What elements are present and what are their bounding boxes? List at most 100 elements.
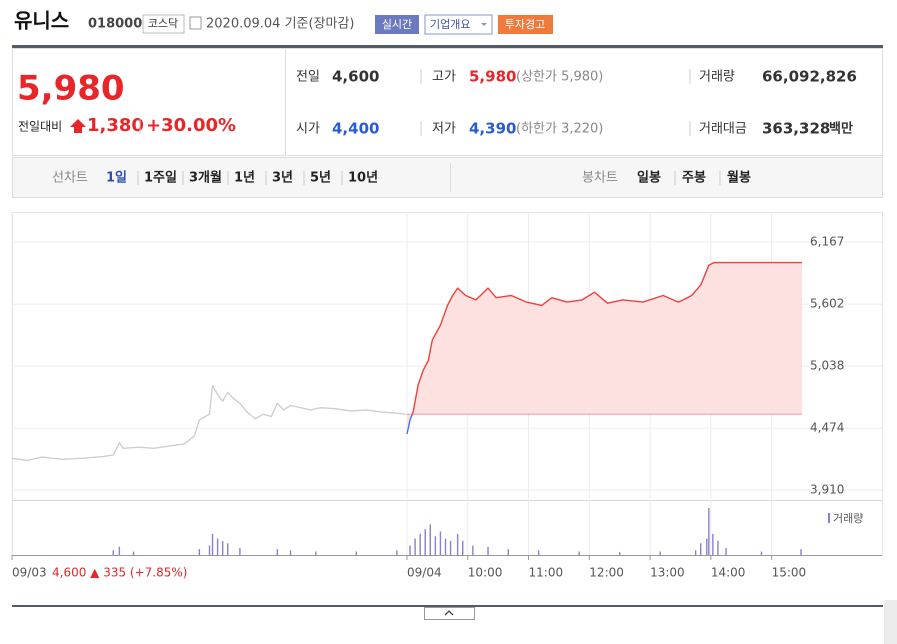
volume-bar <box>216 538 219 555</box>
volume-bar <box>315 551 317 555</box>
company-info[interactable]: 기업개요 <box>430 18 470 31</box>
volume-bar <box>537 550 540 555</box>
change-rate: +30.00% <box>146 115 236 136</box>
volume-bar <box>694 550 697 555</box>
change: 1,380 <box>87 115 144 136</box>
price: 5,980 <box>17 69 125 109</box>
volume-bar <box>355 551 358 555</box>
volume-bar <box>409 545 411 555</box>
price-line <box>406 261 802 435</box>
volume-bar <box>221 540 224 555</box>
candle-tab[interactable]: 주봉 <box>682 171 706 186</box>
prev: 4,600 <box>332 68 379 86</box>
warning-badge <box>498 15 553 34</box>
collapse-button[interactable] <box>424 607 475 620</box>
volume-bar <box>132 551 135 555</box>
period-tab[interactable]: 1년 <box>234 171 255 186</box>
x-tick-label: 09/03 <box>12 566 47 580</box>
realtime[interactable]: 실시간 <box>382 18 412 31</box>
period-tab[interactable]: 1주일 <box>144 171 177 186</box>
period-tab[interactable]: 5년 <box>310 171 331 186</box>
legend-label: 거래량 <box>833 512 863 525</box>
volume-bar <box>578 551 580 555</box>
legend-swatch <box>828 513 830 523</box>
volume-bar <box>487 546 489 555</box>
volume-bar <box>424 529 426 555</box>
candle-tab[interactable]: 월봉 <box>727 170 751 186</box>
company-info-button[interactable] <box>424 14 493 35</box>
volume-bar <box>717 540 719 555</box>
volume-bar <box>444 538 447 555</box>
stock-name: 유니스 <box>14 9 69 33</box>
period-tab[interactable]: 3개월 <box>189 170 222 186</box>
volume-bar <box>429 524 431 555</box>
change-label: 전일대비 <box>18 120 62 134</box>
low: 4,390 <box>469 120 516 138</box>
open: 4,400 <box>332 120 379 138</box>
realtime-badge[interactable] <box>375 15 419 34</box>
volume-bar <box>434 536 437 555</box>
volume-bar <box>456 533 459 555</box>
line-chart-label: 선차트 <box>52 171 88 186</box>
volume-bar <box>659 551 661 555</box>
y-tick-label: 3,910 <box>810 483 844 497</box>
price-line <box>11 385 407 462</box>
y-tick-label: 4,474 <box>810 421 844 435</box>
volume-bar <box>396 550 398 555</box>
volume-bar <box>462 540 464 555</box>
volume-bar <box>414 538 416 555</box>
x-tick-label: 13:00 <box>650 566 685 580</box>
volume-bar <box>618 552 621 555</box>
date: 2020.09.04 기준(장마감) <box>206 17 355 32</box>
high: 5,980 <box>469 68 516 86</box>
annotation: 4,600 ▲ 335 (+7.85%) <box>52 566 187 580</box>
stock-code: 018000 <box>88 17 142 32</box>
volume: 66,092,826 <box>762 68 857 86</box>
x-tick-label: 14:00 <box>711 566 746 580</box>
volume-bar <box>700 543 702 555</box>
volume-bar <box>118 546 121 555</box>
warning: 투자경고 <box>505 18 545 31</box>
chart: 3,910 4,474 5,038 5,602 6,167 09/03 09/04 10:00… <box>11 212 883 580</box>
x-tick-label: 11:00 <box>529 566 564 580</box>
candle-tab[interactable]: 일봉 <box>637 171 661 186</box>
volume-bar <box>472 545 474 555</box>
period-tab[interactable]: 3년 <box>272 171 293 186</box>
candle-chart-label: 봉차트 <box>582 171 618 186</box>
chart-rule <box>12 605 883 607</box>
period-tab[interactable]: 10년 <box>348 171 378 186</box>
volume-bar <box>507 549 509 555</box>
prev-label: 전일 <box>296 70 320 85</box>
quote-box <box>12 48 883 156</box>
volume-bar <box>211 533 214 555</box>
y-tick-label: 5,602 <box>810 297 844 311</box>
market: 코스닥 <box>148 17 178 30</box>
amount-label: 거래대금 <box>699 122 747 137</box>
x-tick-label: 09/04 <box>407 566 442 580</box>
period-tab[interactable]: 1일 <box>106 171 127 186</box>
volume-bar <box>198 549 201 555</box>
volume-bar <box>706 538 708 555</box>
x-tick-label: 15:00 <box>772 566 807 580</box>
x-tick-label: 10:00 <box>468 566 503 580</box>
volume-bar <box>276 549 279 555</box>
x-tick-label: 12:00 <box>589 566 624 580</box>
low-label: 저가 <box>432 122 456 137</box>
market-badge <box>142 14 185 34</box>
upper-limit: (상한가 5,980) <box>516 70 603 85</box>
amount: 363,328 <box>762 120 830 138</box>
dropdown-arrow <box>481 23 487 26</box>
header-rule <box>12 45 883 48</box>
y-tick-label: 5,038 <box>810 359 844 373</box>
volume-bar <box>725 547 727 555</box>
open-label: 시가 <box>296 122 320 137</box>
high-label: 고가 <box>432 70 456 85</box>
volume-bar <box>112 550 114 555</box>
volume-bar <box>419 533 421 555</box>
volume-bar <box>439 531 442 555</box>
up-arrow <box>70 119 86 133</box>
lower-limit: (하한가 3,220) <box>516 122 603 137</box>
tab-bar <box>12 157 883 198</box>
